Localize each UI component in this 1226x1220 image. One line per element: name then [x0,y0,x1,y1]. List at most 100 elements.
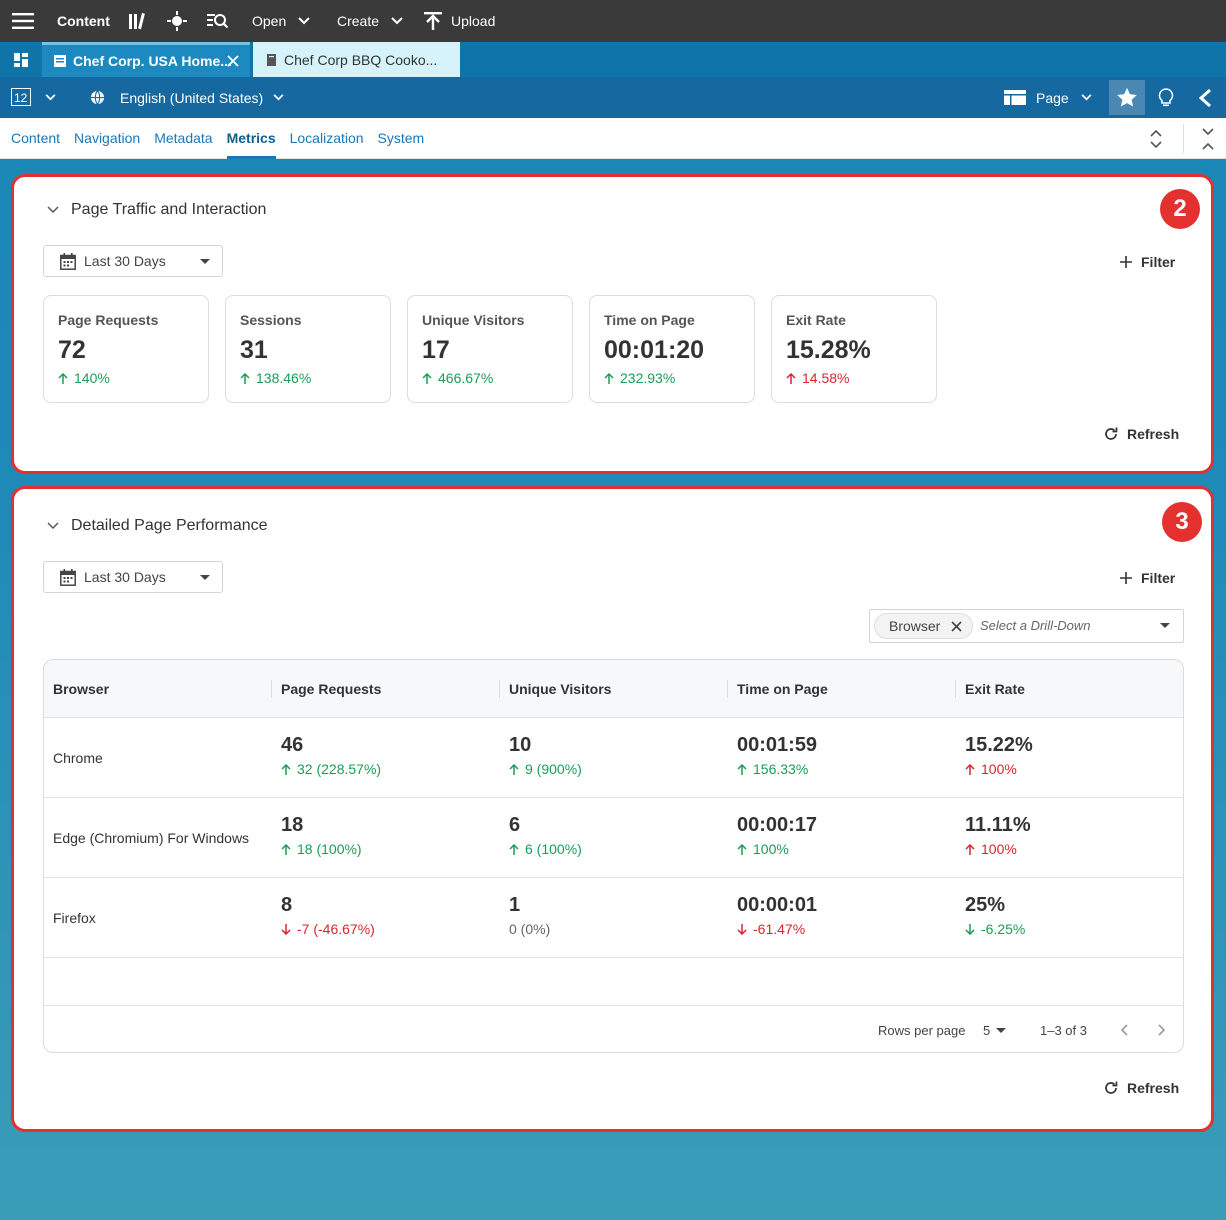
divider [1183,124,1184,153]
chevron-right-icon[interactable] [1158,1024,1166,1036]
plus-icon [1120,256,1132,268]
section-title: Page Traffic and Interaction [71,201,267,218]
open-menu-button[interactable]: Open [252,0,310,42]
cell-change-value: -7 (-46.67%) [297,921,375,937]
table-header: Browser Page Requests Unique Visitors Ti… [44,660,1183,718]
chevron-down-icon [391,17,403,25]
lightbulb-icon[interactable] [1158,88,1174,108]
metric-label: Sessions [240,312,302,328]
tab-chef-corp-usa-home[interactable]: Chef Corp. USA Home... [42,42,250,77]
metric-value: 15.28% [786,336,871,364]
rows-per-page-select[interactable]: 5 [983,1023,1007,1038]
plus-icon [1120,572,1132,584]
table-footer-divider [44,1005,1183,1006]
document-tabs-bar: Chef Corp. USA Home... Chef Corp BBQ Coo… [0,42,1226,77]
metric-card-page-requests: Page Requests 72 140% [43,295,209,403]
collapse-all-icon[interactable] [1202,128,1214,150]
column-header-exit-rate[interactable]: Exit Rate [965,681,1025,697]
tab-chef-corp-bbq-cookoff[interactable]: Chef Corp BBQ Cooko... [253,42,460,77]
collapse-panel-icon[interactable] [1198,88,1212,108]
globe-icon [90,90,105,105]
dashboard-icon[interactable] [0,42,42,77]
star-icon [1117,87,1137,107]
date-range-select[interactable]: Last 30 Days [43,245,223,277]
page-view-selector[interactable]: Page [1004,90,1092,106]
tab-system[interactable]: System [377,130,425,146]
column-header-time-on-page[interactable]: Time on Page [737,681,828,697]
column-divider [955,680,956,698]
refresh-button[interactable]: Refresh [1104,426,1179,442]
table-row: Firefox 8 -7 (-46.67%) 1 0 (0%) 00:00:01… [44,878,1183,958]
metrics-subnav: Content Navigation Metadata Metrics Loca… [0,118,1226,159]
refresh-button[interactable]: Refresh [1104,1080,1179,1096]
create-menu-button[interactable]: Create [337,0,403,42]
cell-change: 156.33% [737,761,817,777]
favorites-button[interactable] [1109,80,1145,115]
tab-content[interactable]: Content [11,130,61,146]
close-icon[interactable] [227,55,239,67]
arrow-up-icon [965,763,975,775]
traffic-section-header[interactable]: Page Traffic and Interaction [47,201,266,219]
caret-down-icon [200,258,210,264]
arrow-up-icon [509,763,519,775]
close-icon[interactable] [951,620,962,632]
browser-chip: Browser [874,613,974,639]
page-view-label: Page [1036,89,1069,106]
expand-collapse-icon[interactable] [1150,129,1162,149]
svg-text:12: 12 [14,91,28,105]
drilldown-select[interactable]: Browser Select a Drill-Down [869,609,1184,643]
add-filter-button[interactable]: Filter [1120,254,1175,270]
metric-value: 72 [58,336,86,364]
document-icon [267,53,276,66]
cell-value: 6 [509,814,521,836]
column-header-page-requests[interactable]: Page Requests [281,681,382,697]
arrow-down-icon [737,923,747,935]
time-cell: 00:01:59 156.33% [737,734,817,777]
performance-section-header[interactable]: Detailed Page Performance [47,517,268,535]
open-menu-label: Open [252,13,287,29]
cell-change-value: 0 (0%) [509,921,551,937]
column-divider [271,680,272,698]
date-range-label: Last 30 Days [84,253,166,269]
exit-rate-cell: 11.11% 100% [965,814,1031,857]
cell-change-value: 18 (100%) [297,841,362,857]
requests-cell: 46 32 (228.57%) [281,734,381,777]
cell-change-value: 6 (100%) [525,841,582,857]
metric-value: 31 [240,336,268,364]
language-label: English (United States) [120,89,264,106]
cell-change: 100% [737,841,817,857]
search-list-icon[interactable] [206,0,228,42]
browser-name: Edge (Chromium) For Windows [53,830,250,846]
table-row: Edge (Chromium) For Windows 18 18 (100%)… [44,798,1183,878]
hamburger-menu-icon[interactable] [12,0,34,42]
tab-metadata[interactable]: Metadata [154,130,213,146]
add-filter-button[interactable]: Filter [1120,570,1175,586]
tab-navigation[interactable]: Navigation [74,130,141,146]
cell-value: 18 [281,814,304,836]
target-icon[interactable] [166,0,188,42]
column-header-browser[interactable]: Browser [53,681,110,697]
page-layout-icon [1004,90,1026,105]
visitors-cell: 10 9 (900%) [509,734,582,777]
tab-metrics[interactable]: Metrics [226,118,276,159]
date-range-select[interactable]: Last 30 Days [43,561,223,593]
tab-localization[interactable]: Localization [289,130,364,146]
metric-change: 140% [58,370,110,386]
arrow-up-icon [965,843,975,855]
content-menu-button[interactable]: Content [57,13,110,29]
column-header-unique-visitors[interactable]: Unique Visitors [509,681,612,697]
language-selector[interactable]: English (United States) [90,90,284,106]
arrow-up-icon [509,843,519,855]
calendar-icon [60,252,76,270]
site-selector[interactable]: 12 [11,88,56,106]
arrow-up-icon [786,372,796,384]
arrow-down-icon [965,923,975,935]
performance-panel: Detailed Page Performance 3 Last 30 Days… [16,491,1209,1127]
cell-change-value: 100% [981,761,1017,777]
arrow-up-icon [281,763,291,775]
library-icon[interactable] [128,0,148,42]
chevron-left-icon[interactable] [1120,1024,1128,1036]
cell-change: -6.25% [965,921,1025,937]
upload-button[interactable]: Upload [423,0,495,42]
caret-down-icon [996,1027,1007,1033]
